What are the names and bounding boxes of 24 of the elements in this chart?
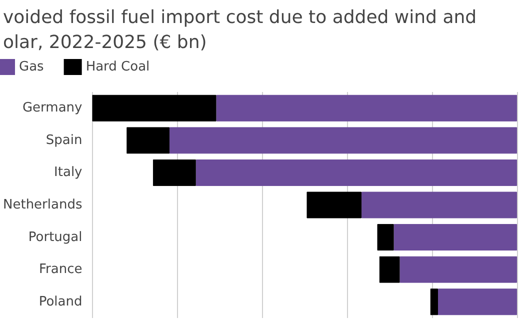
bar bbox=[379, 256, 400, 283]
bar bbox=[92, 94, 216, 122]
y-tick-label: Netherlands bbox=[2, 198, 82, 212]
bar bbox=[362, 192, 517, 218]
y-tick-label: Spain bbox=[46, 132, 82, 148]
bar bbox=[196, 159, 517, 186]
legend-label: Gas bbox=[19, 60, 44, 74]
bar bbox=[306, 192, 362, 218]
bar bbox=[430, 288, 438, 316]
y-tick-label: Poland bbox=[38, 294, 82, 310]
bar bbox=[170, 127, 517, 154]
bar bbox=[400, 256, 517, 283]
bar bbox=[216, 94, 517, 122]
y-tick-label: Portugal bbox=[28, 230, 82, 245]
bar bbox=[126, 127, 170, 154]
bar bbox=[438, 288, 517, 316]
y-tick-label: Italy bbox=[54, 165, 83, 180]
chart-title: voided fossil fuel import cost due to added wind and olar, 2022-2025 (€ bn) bbox=[3, 7, 477, 53]
bar bbox=[152, 159, 196, 186]
bar bbox=[377, 224, 394, 251]
bar bbox=[394, 224, 517, 251]
legend-label: Hard Coal bbox=[86, 60, 150, 74]
y-tick-label: Germany bbox=[22, 100, 83, 116]
y-tick-label: France bbox=[39, 262, 82, 278]
